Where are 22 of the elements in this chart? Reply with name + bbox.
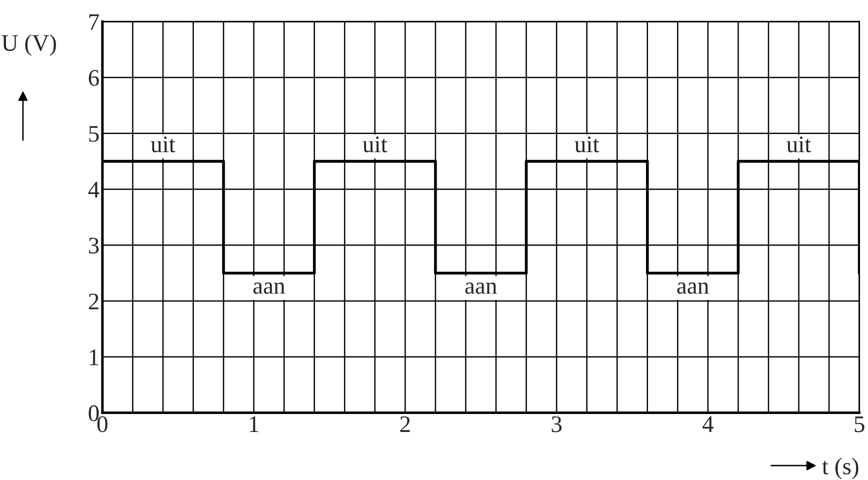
y-tick-label: 1	[90, 350, 98, 366]
y-tick-label: 7	[89, 14, 99, 30]
x-tick-label: 4	[702, 416, 714, 432]
x-axis-title: t (s)	[822, 458, 858, 480]
annotation: uit	[574, 136, 600, 152]
annotation: uit	[150, 136, 176, 152]
annotation: aan	[253, 282, 285, 294]
x-tick-label: 3	[552, 416, 562, 432]
y-tick-label: 4	[88, 182, 100, 198]
annotation: uit	[362, 136, 388, 152]
y-tick-label: 3	[88, 238, 99, 254]
x-tick-label: 1	[250, 416, 258, 432]
y-axis-title: U (V)	[2, 34, 56, 56]
annotation: uit	[786, 136, 812, 152]
x-tick-label: 5	[854, 416, 864, 432]
y-tick-label: 0	[88, 405, 99, 422]
annotation: aan	[677, 282, 709, 294]
y-tick-label: 2	[88, 294, 98, 310]
annotation: aan	[465, 282, 497, 294]
y-tick-label: 5	[89, 126, 99, 142]
y-tick-label: 6	[88, 70, 99, 86]
x-tick-label: 2	[400, 416, 410, 432]
